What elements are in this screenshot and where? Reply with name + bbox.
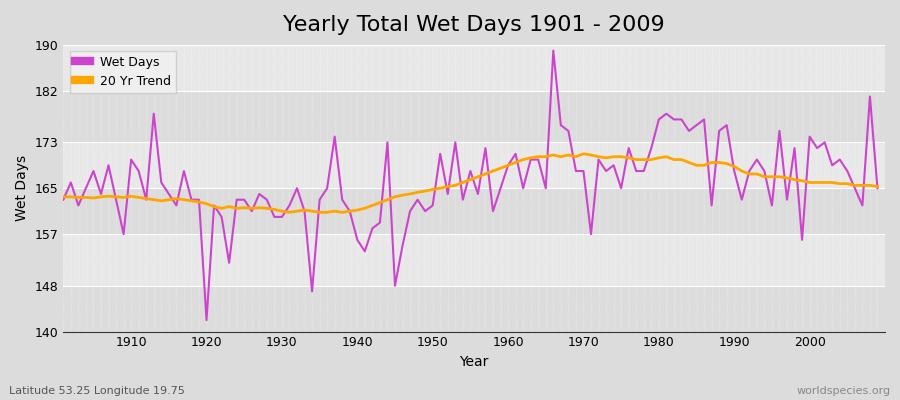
Wet Days bbox=[503, 163, 514, 168]
Text: Latitude 53.25 Longitude 19.75: Latitude 53.25 Longitude 19.75 bbox=[9, 386, 184, 396]
Y-axis label: Wet Days: Wet Days bbox=[15, 155, 29, 221]
Text: worldspecies.org: worldspecies.org bbox=[796, 386, 891, 396]
Wet Days bbox=[292, 186, 302, 191]
20 Yr Trend bbox=[118, 195, 129, 200]
Line: Wet Days: Wet Days bbox=[63, 51, 878, 320]
Legend: Wet Days, 20 Yr Trend: Wet Days, 20 Yr Trend bbox=[69, 51, 176, 93]
Wet Days bbox=[118, 232, 129, 236]
20 Yr Trend bbox=[337, 210, 347, 215]
20 Yr Trend bbox=[284, 210, 295, 215]
20 Yr Trend bbox=[608, 154, 619, 159]
Wet Days bbox=[872, 186, 883, 191]
Wet Days bbox=[608, 163, 619, 168]
Bar bbox=[63, 234, 885, 286]
Bar bbox=[63, 91, 885, 142]
20 Yr Trend bbox=[578, 152, 589, 156]
Title: Yearly Total Wet Days 1901 - 2009: Yearly Total Wet Days 1901 - 2009 bbox=[284, 15, 665, 35]
20 Yr Trend bbox=[872, 184, 883, 189]
Wet Days bbox=[201, 318, 212, 322]
Wet Days bbox=[58, 197, 68, 202]
Bar bbox=[63, 142, 885, 188]
Wet Days bbox=[337, 197, 347, 202]
Bar bbox=[63, 188, 885, 234]
Line: 20 Yr Trend: 20 Yr Trend bbox=[63, 154, 878, 212]
Bar bbox=[63, 45, 885, 91]
Wet Days bbox=[548, 48, 559, 53]
20 Yr Trend bbox=[292, 209, 302, 214]
20 Yr Trend bbox=[58, 194, 68, 199]
20 Yr Trend bbox=[503, 163, 514, 168]
Bar bbox=[63, 286, 885, 332]
Wet Days bbox=[510, 152, 521, 156]
X-axis label: Year: Year bbox=[460, 355, 489, 369]
20 Yr Trend bbox=[510, 160, 521, 165]
